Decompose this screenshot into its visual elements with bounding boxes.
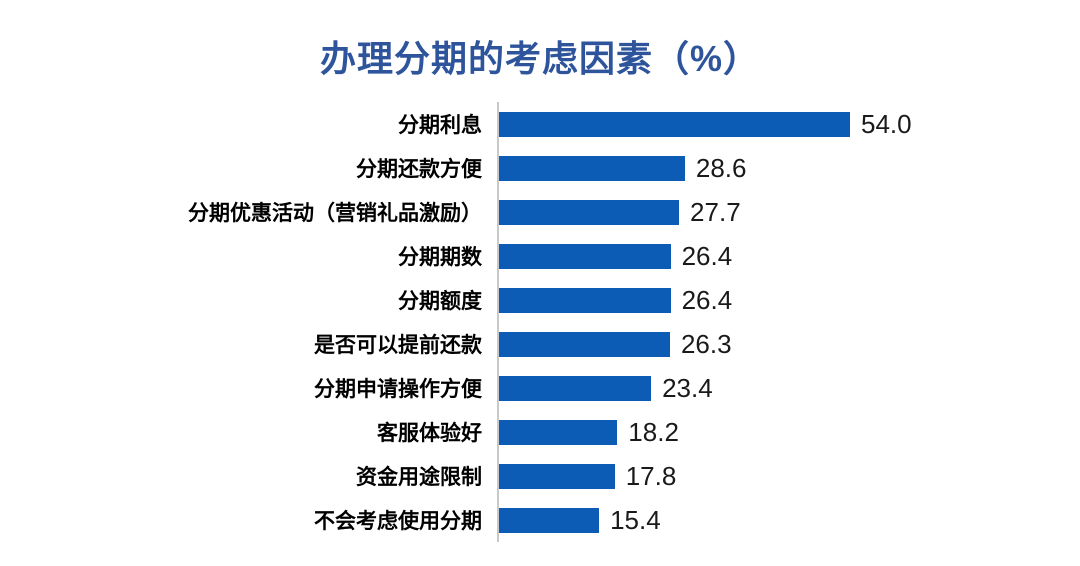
value-label: 27.7 bbox=[690, 196, 741, 227]
bar bbox=[499, 419, 618, 445]
chart-row: 不会考虑使用分期 15.4 bbox=[0, 498, 1080, 542]
category-label: 分期期数 bbox=[398, 246, 482, 269]
chart-row: 分期申请操作方便 23.4 bbox=[0, 366, 1080, 410]
bar bbox=[499, 243, 671, 269]
chart-title: 办理分期的考虑因素（%） bbox=[319, 38, 760, 79]
value-label: 54.0 bbox=[861, 108, 912, 139]
category-label: 不会考虑使用分期 bbox=[314, 510, 482, 533]
value-label: 26.3 bbox=[680, 328, 732, 359]
category-label: 是否可以提前还款 bbox=[314, 334, 482, 357]
y-axis-line: 26.4 bbox=[497, 278, 1080, 322]
y-axis-line: 23.4 bbox=[497, 366, 1080, 410]
bar bbox=[499, 155, 685, 181]
chart-row: 分期利息 54.0 bbox=[0, 102, 1080, 146]
y-axis-line: 15.4 bbox=[497, 498, 1080, 542]
value-label: 26.4 bbox=[681, 240, 733, 271]
category-label: 分期申请操作方便 bbox=[314, 378, 482, 401]
bar bbox=[499, 507, 600, 533]
category-label: 分期还款方便 bbox=[356, 158, 482, 181]
value-label: 18.2 bbox=[628, 416, 679, 447]
category-label: 资金用途限制 bbox=[356, 466, 482, 489]
bar-chart: 分期利息 54.0 分期还款方便 28.6 分期优惠活动（营销礼品激励） 27.… bbox=[0, 102, 1080, 542]
value-label: 17.8 bbox=[625, 460, 677, 491]
value-label: 28.6 bbox=[695, 152, 747, 183]
chart-row: 客服体验好 18.2 bbox=[0, 410, 1080, 454]
y-axis-line: 17.8 bbox=[497, 454, 1080, 498]
category-label: 分期额度 bbox=[398, 290, 482, 313]
y-axis-line: 26.4 bbox=[497, 234, 1080, 278]
y-axis-line: 54.0 bbox=[497, 102, 1080, 146]
category-label: 分期优惠活动（营销礼品激励） bbox=[188, 202, 482, 225]
y-axis-line: 18.2 bbox=[497, 410, 1080, 454]
chart-row: 分期优惠活动（营销礼品激励） 27.7 bbox=[0, 190, 1080, 234]
bar bbox=[499, 331, 670, 357]
chart-row: 分期还款方便 28.6 bbox=[0, 146, 1080, 190]
value-label: 23.4 bbox=[662, 372, 713, 403]
value-label: 26.4 bbox=[681, 284, 733, 315]
chart-row: 资金用途限制 17.8 bbox=[0, 454, 1080, 498]
bar bbox=[499, 111, 850, 137]
bar bbox=[499, 199, 680, 225]
chart-row: 分期额度 26.4 bbox=[0, 278, 1080, 322]
y-axis-line: 27.7 bbox=[497, 190, 1080, 234]
y-axis-line: 28.6 bbox=[497, 146, 1080, 190]
chart-row: 分期期数 26.4 bbox=[0, 234, 1080, 278]
bar bbox=[499, 287, 671, 313]
value-label: 15.4 bbox=[610, 504, 661, 535]
y-axis-line: 26.3 bbox=[497, 322, 1080, 366]
category-label: 分期利息 bbox=[398, 114, 482, 137]
chart-row: 是否可以提前还款 26.3 bbox=[0, 322, 1080, 366]
category-label: 客服体验好 bbox=[377, 422, 482, 445]
bar bbox=[499, 463, 615, 489]
bar bbox=[499, 375, 652, 401]
